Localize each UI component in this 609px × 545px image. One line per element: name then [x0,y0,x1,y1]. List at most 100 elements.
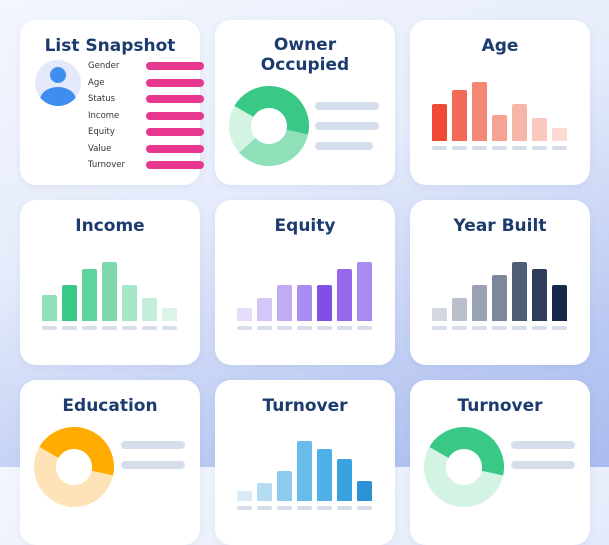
bar [277,285,292,321]
bar [237,491,252,501]
axis-label-placeholder [337,326,352,330]
bar [472,285,487,321]
snapshot-row: Income [88,110,204,122]
row-bar [146,111,204,120]
axis-label-placeholder [257,506,272,510]
axis-label-placeholder [492,146,507,150]
donut-slice [229,86,309,166]
bar [122,285,137,321]
legend-placeholder [121,461,185,469]
row-bar [146,128,204,136]
snapshot-row: Equity [88,126,204,138]
turnover-bars-card: Turnover [215,380,395,545]
user-avatar-icon [35,60,81,106]
axis-label-placeholder [357,506,372,510]
snapshot-row: Turnover [88,159,204,171]
card-title: List Snapshot [44,36,176,56]
row-bar [146,95,204,103]
axis-label-placeholder [432,146,447,150]
bar [317,285,332,321]
bar [452,90,467,141]
bar [317,449,332,501]
card-title: Income [75,216,145,236]
bar [162,308,177,321]
bar [552,128,567,141]
legend-placeholder [315,122,379,130]
bar [337,269,352,321]
axis-label-placeholder [357,326,372,330]
donut-slice [229,86,309,166]
bar [532,269,547,321]
row-label: Gender [88,61,120,71]
bar [257,298,272,321]
card-title: Equity [274,216,336,236]
axis-label-placeholder [532,146,547,150]
year-built-card: Year Built [410,200,590,365]
axis-label-placeholder [42,326,57,330]
axis-label-placeholder [237,506,252,510]
snapshot-row: Age [88,77,204,89]
axis-label-placeholder [297,506,312,510]
owner-occupied-card: Owner Occupied [215,20,395,185]
bar [357,262,372,321]
row-label: Value [88,143,112,154]
row-label: Age [88,77,105,88]
axis-label-placeholder [237,326,252,330]
bar [277,471,292,501]
bar [257,483,272,501]
axis-label-placeholder [277,506,292,510]
card-title: Owner Occupied [260,35,350,75]
bar [512,262,527,321]
card-title: Turnover [262,396,348,416]
row-label: Income [88,110,120,121]
bar [62,285,77,321]
age-card: Age [410,20,590,185]
axis-label-placeholder [552,326,567,330]
axis-label-placeholder [142,326,157,330]
equity-card: Equity [215,200,395,365]
axis-label-placeholder [62,326,77,330]
axis-label-placeholder [452,146,467,150]
bar [102,262,117,321]
axis-label-placeholder [337,506,352,510]
card-title: Year Built [453,216,547,236]
axis-label-placeholder [532,326,547,330]
bar [237,308,252,321]
legend-placeholder [121,441,185,449]
bar [452,298,467,321]
axis-label-placeholder [82,326,97,330]
bar [142,298,157,321]
card-title: Age [481,36,519,56]
bar [532,118,547,141]
turnover-donut-card: Turnover [410,380,590,545]
axis-label-placeholder [492,326,507,330]
axis-label-placeholder [297,326,312,330]
axis-label-placeholder [472,326,487,330]
bar [432,308,447,321]
bar [337,459,352,501]
axis-label-placeholder [317,506,332,510]
income-card: Income [20,200,200,365]
donut-chart [229,86,309,166]
axis-label-placeholder [512,326,527,330]
education-card: Education [20,380,200,545]
axis-label-placeholder [512,146,527,150]
row-label: Turnover [88,160,125,170]
axis-label-placeholder [452,326,467,330]
snapshot-row: Gender [88,60,204,72]
bar [297,441,312,501]
legend-placeholder [315,142,373,150]
bar [297,285,312,321]
axis-label-placeholder [432,326,447,330]
legend-placeholder [315,102,379,110]
bar [432,104,447,141]
bar [552,285,567,321]
donut-chart [424,427,504,507]
legend-placeholder [511,441,575,449]
bar [82,269,97,321]
card-title: Turnover [457,396,543,416]
axis-label-placeholder [162,326,177,330]
bar [492,275,507,321]
legend-placeholder [511,461,575,469]
axis-label-placeholder [472,146,487,150]
